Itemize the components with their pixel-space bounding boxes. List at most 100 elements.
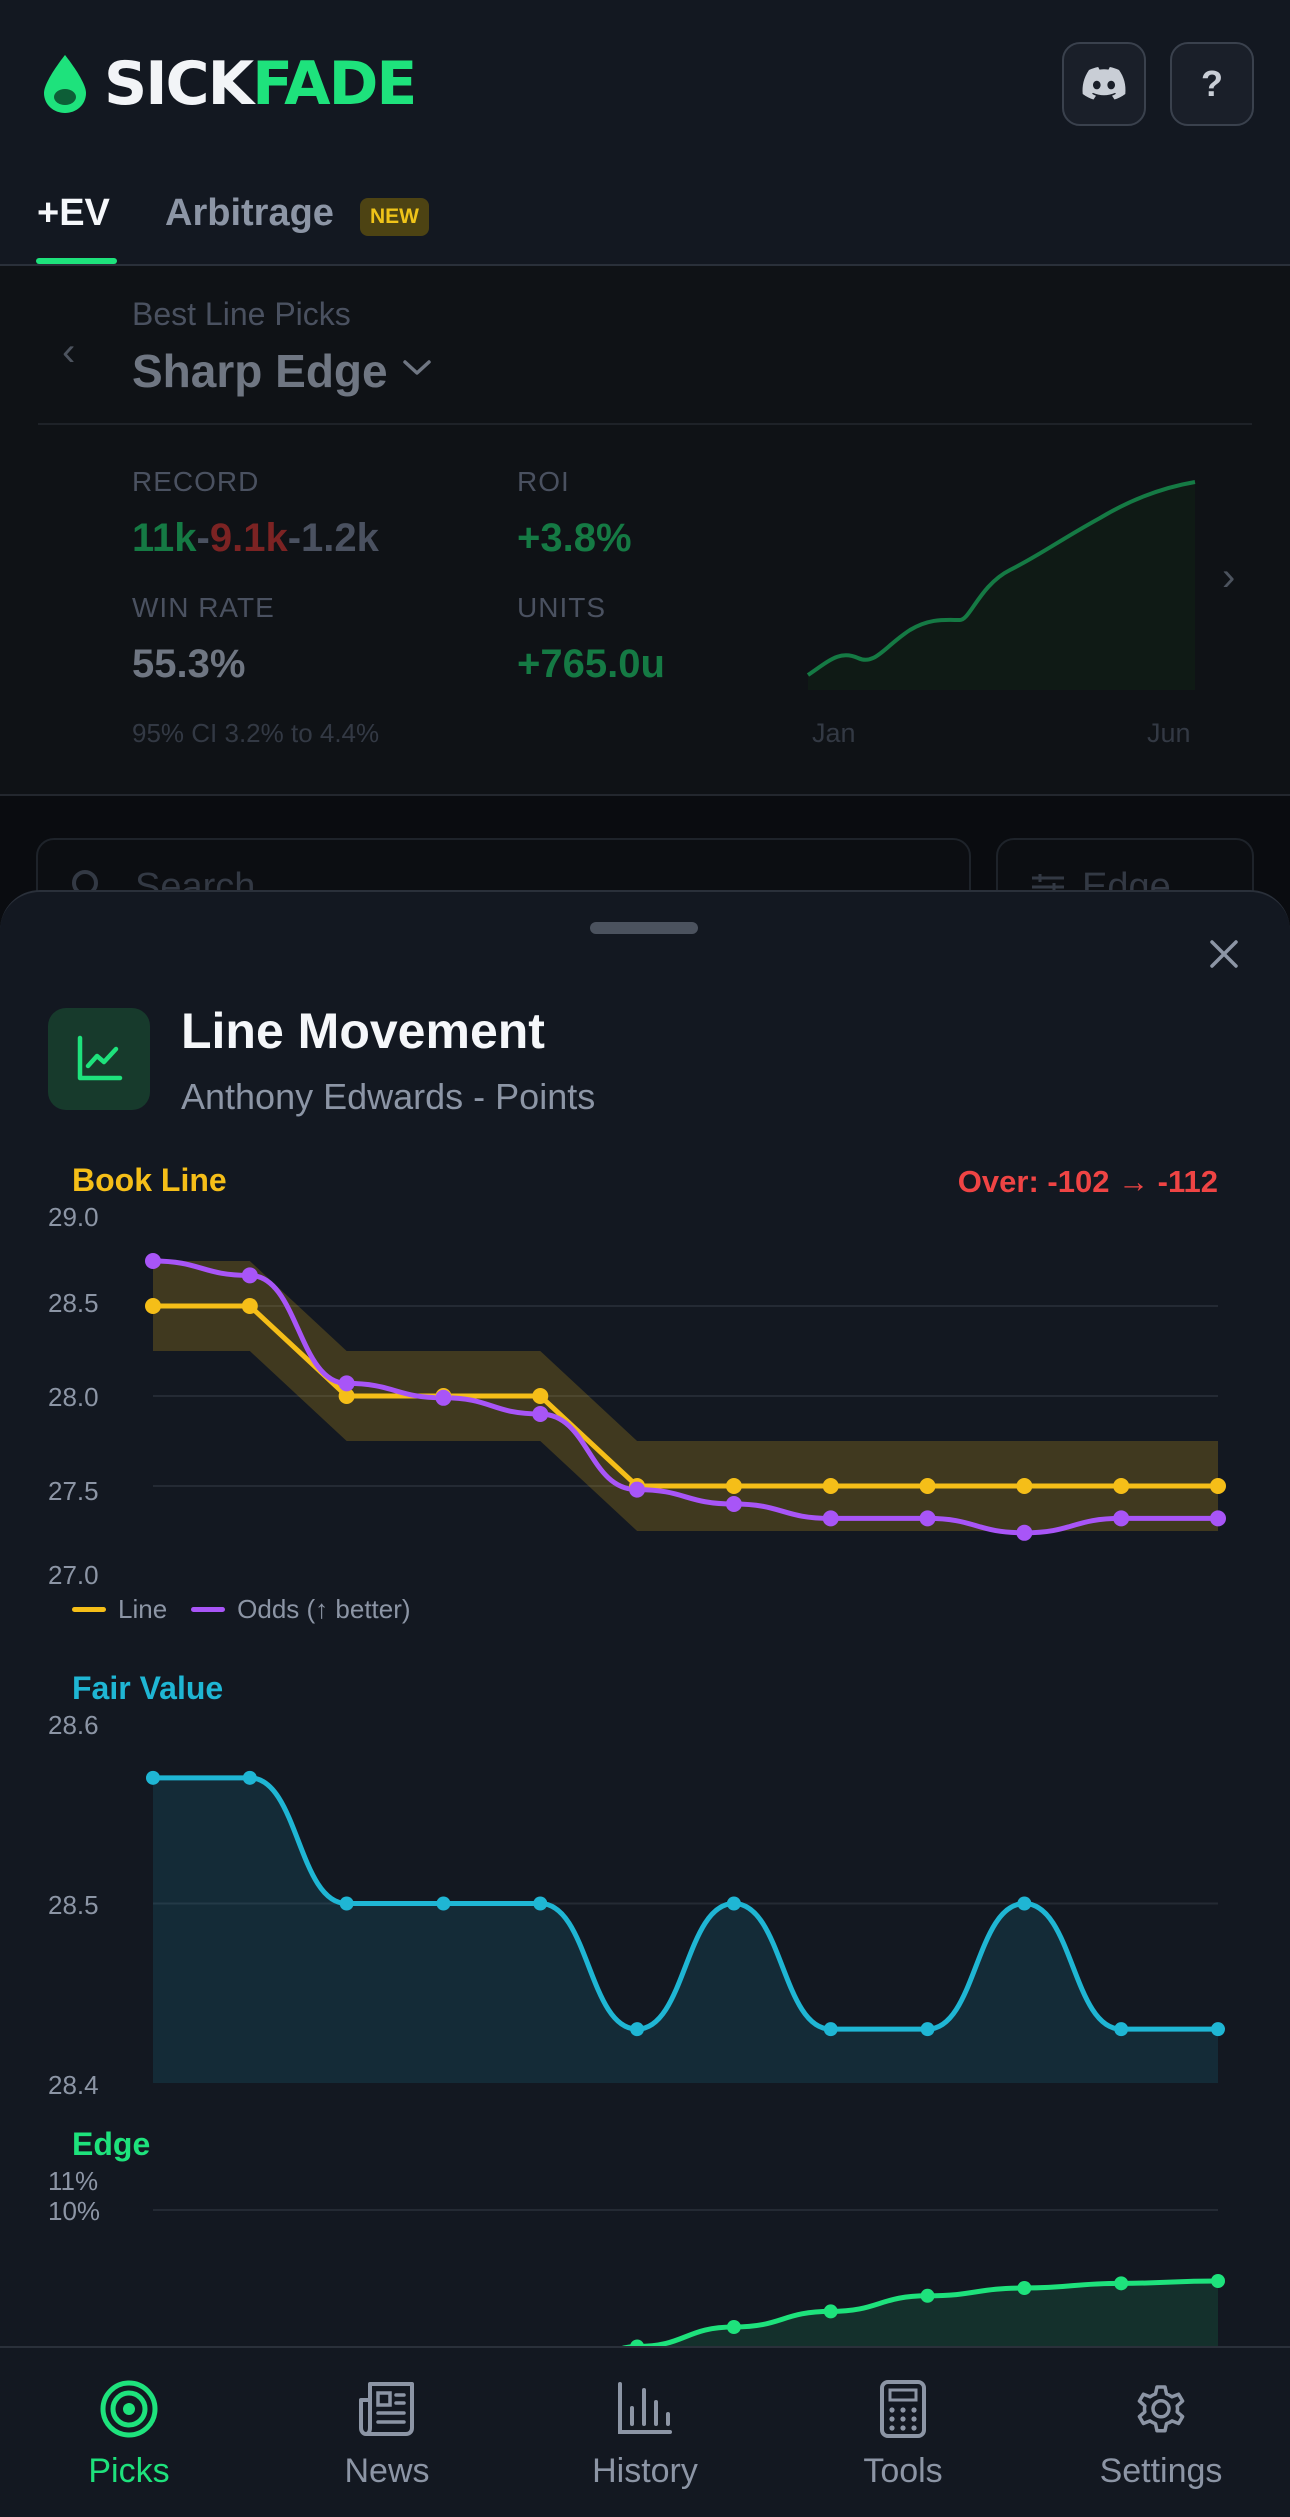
bar-chart-icon bbox=[618, 2382, 672, 2434]
edge-point bbox=[920, 2288, 935, 2303]
close-icon[interactable] bbox=[1204, 934, 1244, 974]
fair-value-point bbox=[726, 1896, 741, 1911]
book-line-title: Book Line bbox=[72, 1162, 227, 1198]
edge-point bbox=[1211, 2273, 1225, 2288]
nav-label-news: News bbox=[344, 2452, 430, 2490]
nav-news[interactable]: News bbox=[258, 2348, 516, 2517]
help-button-label: ? bbox=[1201, 63, 1223, 104]
line-point bbox=[1113, 1478, 1130, 1494]
confidence-interval: 95% CI 3.2% to 4.4% bbox=[132, 718, 380, 748]
confidence-band bbox=[153, 1261, 1218, 1531]
book-line-chart bbox=[145, 1253, 1226, 1541]
chevron-right-icon[interactable]: › bbox=[1222, 555, 1236, 599]
edge-chart bbox=[153, 2209, 1225, 2350]
odds-point bbox=[919, 1510, 936, 1527]
chevron-down-icon bbox=[403, 360, 431, 375]
fair-value-point bbox=[146, 1770, 160, 1785]
nav-label-settings: Settings bbox=[1099, 2452, 1223, 2490]
help-button[interactable]: ? bbox=[1170, 42, 1254, 126]
tab-arbitrage[interactable]: Arbitrage bbox=[165, 192, 334, 234]
sparkline-end-label: Jun bbox=[1147, 718, 1191, 748]
odds-point bbox=[629, 1481, 646, 1498]
nav-label-picks: Picks bbox=[88, 2452, 170, 2490]
chevron-left-icon[interactable]: ‹ bbox=[62, 330, 76, 374]
y-tick-label: 28.5 bbox=[48, 1288, 99, 1318]
chart-badge bbox=[48, 1008, 150, 1110]
new-badge: NEW bbox=[360, 198, 429, 236]
app-logo[interactable]: SICKFADE bbox=[40, 49, 417, 119]
record-pushes: 1.2k bbox=[301, 516, 379, 560]
logo-text-part2: FADE bbox=[252, 49, 417, 119]
units-label: UNITS bbox=[517, 592, 606, 623]
nav-label-tools: Tools bbox=[863, 2452, 943, 2490]
y-tick-label: 28.0 bbox=[48, 1382, 99, 1412]
line-point bbox=[532, 1388, 549, 1404]
edge-point bbox=[823, 2304, 838, 2319]
roi-label: ROI bbox=[517, 466, 570, 497]
y-tick-label: 29.0 bbox=[48, 1202, 99, 1232]
legend-label-odds: Odds (↑ better) bbox=[237, 1594, 411, 1624]
divider bbox=[38, 423, 1252, 425]
winrate-value: 55.3% bbox=[132, 642, 246, 686]
logo-text-part1: SICK bbox=[104, 49, 254, 119]
fair-value-point bbox=[1017, 1896, 1032, 1911]
y-tick-label: 27.5 bbox=[48, 1476, 99, 1506]
strategy-selector[interactable]: Sharp Edge bbox=[132, 345, 388, 397]
edge-point bbox=[1114, 2276, 1129, 2291]
line-chart-icon bbox=[77, 1035, 123, 1081]
nav-history[interactable]: History bbox=[516, 2348, 774, 2517]
performance-sparkline bbox=[806, 480, 1196, 690]
discord-button[interactable] bbox=[1062, 42, 1146, 126]
drop-logo-icon bbox=[44, 55, 86, 113]
y-tick-label: 27.0 bbox=[48, 1560, 99, 1590]
y-tick-label: 11% bbox=[48, 2166, 99, 2196]
fair-value-series bbox=[153, 1775, 1218, 2032]
line-point bbox=[145, 1298, 161, 1314]
bottom-navigation: Picks News History Tools Settings bbox=[0, 2346, 1290, 2517]
record-wins: 11k bbox=[132, 516, 197, 560]
newspaper-icon bbox=[359, 2382, 414, 2436]
fair-value-point bbox=[823, 2022, 838, 2037]
odds-change-annotation: Over: -102 → -112 bbox=[957, 1164, 1218, 1199]
nav-picks[interactable]: Picks bbox=[0, 2348, 258, 2517]
y-tick-label: 28.4 bbox=[48, 2070, 99, 2100]
odds-point bbox=[532, 1406, 549, 1422]
book-line-legend: Line Odds (↑ better) bbox=[72, 1594, 435, 1625]
nav-settings[interactable]: Settings bbox=[1032, 2348, 1290, 2517]
odds-point bbox=[822, 1510, 839, 1527]
line-point bbox=[1016, 1478, 1033, 1494]
record-value: 11k-9.1k-1.2k bbox=[132, 516, 379, 560]
line-point bbox=[1210, 1478, 1226, 1494]
odds-point bbox=[241, 1267, 258, 1284]
line-point bbox=[338, 1388, 355, 1404]
line-point bbox=[725, 1478, 742, 1494]
line-point bbox=[919, 1478, 936, 1494]
mode-tabs: +EV Arbitrage NEW bbox=[0, 180, 1290, 266]
fair-value-point bbox=[533, 1896, 548, 1911]
y-tick-label: 28.5 bbox=[48, 1890, 99, 1920]
nav-tools[interactable]: Tools bbox=[774, 2348, 1032, 2517]
sparkline-start-label: Jan bbox=[812, 718, 856, 748]
winrate-label: WIN RATE bbox=[132, 592, 275, 623]
y-tick-label: 28.6 bbox=[48, 1710, 99, 1740]
legend-item-odds: Odds (↑ better) bbox=[191, 1594, 411, 1625]
fair-value-chart bbox=[146, 1770, 1225, 2083]
sheet-drag-handle[interactable] bbox=[590, 922, 698, 934]
record-label: RECORD bbox=[132, 466, 260, 497]
tab-ev[interactable]: +EV bbox=[37, 192, 110, 234]
units-value: +765.0u bbox=[517, 642, 665, 686]
fair-value-point bbox=[1211, 2022, 1225, 2037]
fair-value-point bbox=[242, 1770, 257, 1785]
strategy-label: Best Line Picks bbox=[132, 296, 351, 332]
calculator-icon bbox=[880, 2380, 926, 2438]
odds-point bbox=[725, 1496, 742, 1512]
active-tab-indicator bbox=[36, 258, 117, 264]
fair-value-title: Fair Value bbox=[72, 1670, 224, 1706]
edge-point bbox=[1017, 2281, 1032, 2295]
line-movement-sheet: Line Movement Anthony Edwards - Points bbox=[0, 890, 1290, 2350]
odds-point bbox=[1210, 1510, 1226, 1527]
nav-label-history: History bbox=[592, 2452, 698, 2490]
record-losses: 9.1k bbox=[209, 516, 288, 560]
y-tick-label: 10% bbox=[48, 2196, 101, 2226]
gear-icon bbox=[1137, 2385, 1185, 2433]
